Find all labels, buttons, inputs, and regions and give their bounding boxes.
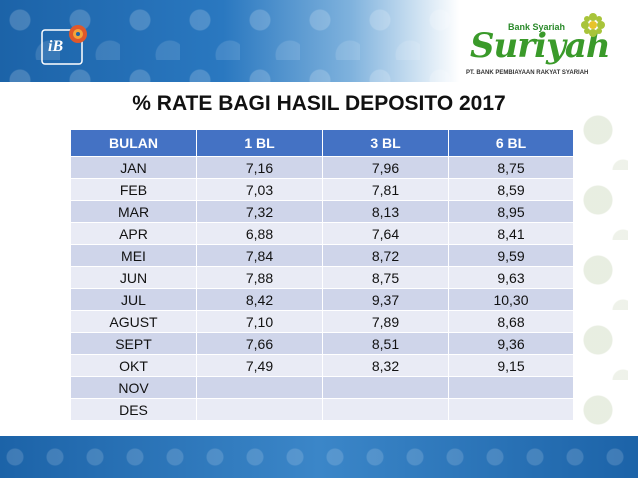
cell-month: DES — [70, 398, 197, 421]
cell-6bl: 9,59 — [448, 244, 574, 267]
cell-6bl: 8,41 — [448, 222, 574, 245]
cell-month: NOV — [70, 376, 197, 399]
cell-month: FEB — [70, 178, 197, 201]
ib-logo-text: iB — [48, 38, 64, 55]
decorative-side-pattern — [568, 100, 638, 430]
suriyah-logo-tagline: PT. BANK PEMBIAYAAN RAKYAT SYARIAH — [466, 70, 589, 76]
table-row: JUN 7,88 8,75 9,63 — [70, 266, 574, 289]
cell-1bl: 7,10 — [196, 310, 323, 333]
table-row: DES — [70, 398, 574, 421]
table-row: SEPT 7,66 8,51 9,36 — [70, 332, 574, 355]
deposit-rate-table: BULAN 1 BL 3 BL 6 BL JAN 7,16 7,96 8,75 … — [70, 129, 574, 421]
cell-3bl — [322, 398, 449, 421]
cell-month: OKT — [70, 354, 197, 377]
cell-3bl: 7,81 — [322, 178, 449, 201]
decorative-pattern — [0, 436, 638, 478]
page-title: % RATE BAGI HASIL DEPOSITO 2017 — [132, 92, 506, 115]
suriyah-logo-small-text: Bank Syariah — [508, 22, 566, 32]
flower-icon — [581, 13, 605, 37]
cell-3bl: 7,96 — [322, 156, 449, 179]
cell-3bl: 8,13 — [322, 200, 449, 223]
table-row: JUL 8,42 9,37 10,30 — [70, 288, 574, 311]
cell-6bl — [448, 376, 574, 399]
cell-3bl — [322, 376, 449, 399]
cell-month: SEPT — [70, 332, 197, 355]
header-1bl: 1 BL — [196, 129, 323, 157]
cell-1bl: 7,32 — [196, 200, 323, 223]
cell-6bl: 8,95 — [448, 200, 574, 223]
cell-month: MAR — [70, 200, 197, 223]
table-row: OKT 7,49 8,32 9,15 — [70, 354, 574, 377]
cell-1bl: 7,16 — [196, 156, 323, 179]
cell-3bl: 8,72 — [322, 244, 449, 267]
cell-month: JAN — [70, 156, 197, 179]
cell-3bl: 8,75 — [322, 266, 449, 289]
cell-1bl: 7,49 — [196, 354, 323, 377]
header-bulan: BULAN — [70, 129, 197, 157]
cell-1bl: 8,42 — [196, 288, 323, 311]
cell-month: JUL — [70, 288, 197, 311]
table-row: AGUST 7,10 7,89 8,68 — [70, 310, 574, 333]
cell-6bl: 9,63 — [448, 266, 574, 289]
header-3bl: 3 BL — [322, 129, 449, 157]
cell-3bl: 7,64 — [322, 222, 449, 245]
cell-month: JUN — [70, 266, 197, 289]
cell-6bl: 8,68 — [448, 310, 574, 333]
table-row: JAN 7,16 7,96 8,75 — [70, 156, 574, 179]
bottom-banner — [0, 436, 638, 478]
cell-1bl: 7,66 — [196, 332, 323, 355]
cell-3bl: 8,32 — [322, 354, 449, 377]
cell-3bl: 7,89 — [322, 310, 449, 333]
cell-month: MEI — [70, 244, 197, 267]
cell-1bl: 7,88 — [196, 266, 323, 289]
cell-3bl: 9,37 — [322, 288, 449, 311]
cell-6bl: 9,36 — [448, 332, 574, 355]
table-row: NOV — [70, 376, 574, 399]
table-row: FEB 7,03 7,81 8,59 — [70, 178, 574, 201]
cell-month: APR — [70, 222, 197, 245]
cell-6bl: 8,75 — [448, 156, 574, 179]
table-row: APR 6,88 7,64 8,41 — [70, 222, 574, 245]
top-banner — [0, 0, 638, 82]
ib-logo-icon — [41, 25, 87, 65]
cell-1bl: 7,03 — [196, 178, 323, 201]
cell-1bl — [196, 398, 323, 421]
cell-1bl — [196, 376, 323, 399]
table-row: MEI 7,84 8,72 9,59 — [70, 244, 574, 267]
cell-3bl: 8,51 — [322, 332, 449, 355]
cell-1bl: 7,84 — [196, 244, 323, 267]
cell-1bl: 6,88 — [196, 222, 323, 245]
cell-6bl: 9,15 — [448, 354, 574, 377]
cell-6bl: 10,30 — [448, 288, 574, 311]
cell-6bl — [448, 398, 574, 421]
header-6bl: 6 BL — [448, 129, 574, 157]
cell-6bl: 8,59 — [448, 178, 574, 201]
table-header-row: BULAN 1 BL 3 BL 6 BL — [70, 129, 574, 157]
cell-month: AGUST — [70, 310, 197, 333]
table-row: MAR 7,32 8,13 8,95 — [70, 200, 574, 223]
